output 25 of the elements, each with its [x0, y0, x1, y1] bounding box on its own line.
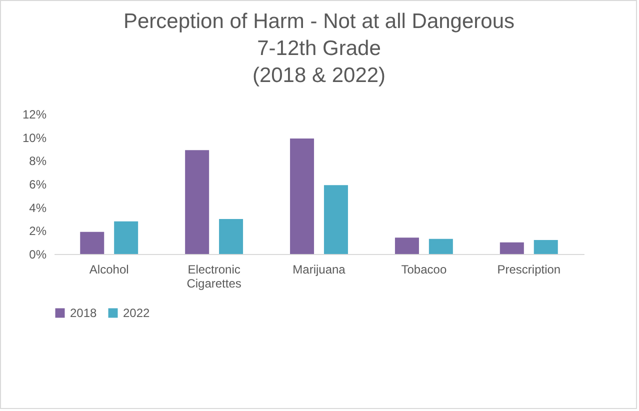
bar	[114, 221, 138, 254]
x-tick-label: Alcohol	[89, 262, 129, 276]
legend-label: 2022	[123, 306, 150, 320]
legend-label: 2018	[70, 306, 98, 320]
x-tick-label: Tobacoo	[401, 262, 447, 276]
y-tick-label: 12%	[22, 108, 47, 122]
x-tick-label: Prescription	[497, 262, 561, 276]
bar	[534, 240, 558, 254]
bar	[185, 150, 210, 254]
bar	[500, 242, 524, 254]
bar	[219, 219, 244, 254]
x-tick-label: Electronic Cigarettes	[186, 262, 242, 290]
y-tick-label: 4%	[29, 200, 47, 215]
x-tick-label: Marijuana	[292, 262, 346, 276]
bar	[290, 138, 314, 254]
bar	[80, 232, 104, 254]
chart-title: Perception of Harm - Not at all Dangerous 7-12th Grade (2018 & 2022)	[123, 10, 515, 87]
y-tick-label: 10%	[22, 130, 47, 145]
bar	[394, 238, 419, 254]
y-tick-label: 6%	[29, 178, 47, 192]
bar	[324, 185, 348, 254]
y-tick-label: 0%	[29, 248, 47, 262]
bar	[428, 238, 453, 254]
y-tick-label: 8%	[29, 154, 47, 168]
y-tick-label: 2%	[29, 224, 47, 238]
